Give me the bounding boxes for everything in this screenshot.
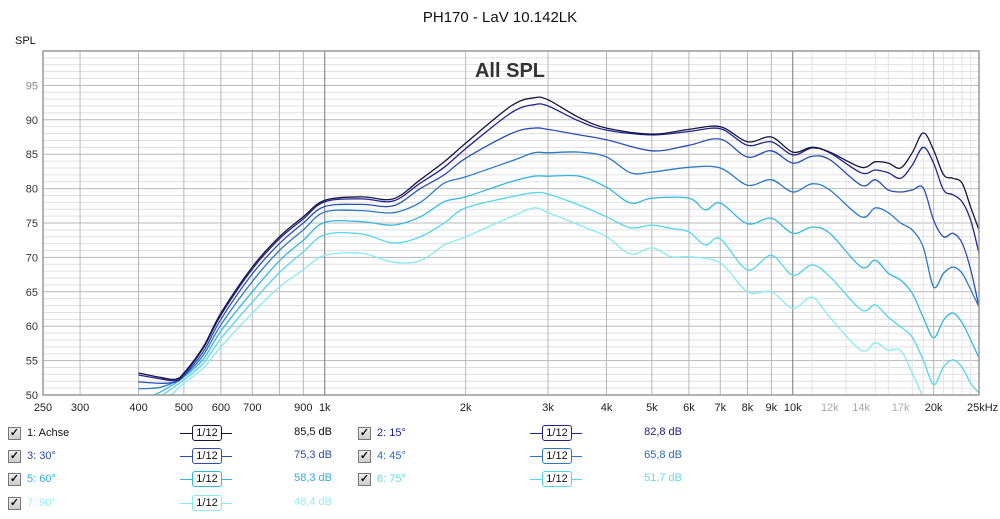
x-tick-label: 17k [892,402,910,414]
x-tick-label: 600 [212,402,230,414]
x-tick-label: 7k [714,402,726,414]
smoothing-label: 1/12 [192,495,222,511]
x-tick-label: 500 [175,402,193,414]
x-tick-label: 14k [852,402,870,414]
x-tick-label: 3k [542,402,554,414]
legend-checkbox[interactable]: ✓ [8,450,21,463]
legend-value: 82,8 dB [644,426,682,438]
x-tick-label: 12k [821,402,839,414]
y-tick-label: 85 [26,149,38,161]
y-tick-label: 55 [26,356,38,368]
x-tick-label: 250 [34,402,52,414]
smoothing-button[interactable]: 1/12 [530,425,582,441]
x-tick-label: 4k [601,402,613,414]
legend-checkbox[interactable]: ✓ [8,473,21,486]
y-axis-label: SPL [15,35,36,47]
legend-value: 48,4 dB [294,496,332,508]
y-tick-label: 60 [26,321,38,333]
curve-6-line [162,191,979,395]
curve-2-line [138,103,979,382]
curve-3-line [138,127,979,384]
legend-label: 2: 15° [377,427,406,439]
smoothing-label: 1/12 [542,425,572,441]
legend-label: 1: Achse [27,427,70,439]
y-tick-label: 65 [26,287,38,299]
smoothing-label: 1/12 [192,448,222,464]
y-tick-label: 70 [26,252,38,264]
legend-value: 75,3 dB [294,449,332,461]
legend-checkbox[interactable]: ✓ [358,473,371,486]
smoothing-label: 1/12 [542,448,572,464]
x-tick-label: 900 [294,402,312,414]
legend-label: 7: 90° [27,497,56,509]
smoothing-label: 1/12 [192,471,222,487]
legend-checkbox[interactable]: ✓ [358,427,371,440]
curve-5-line [152,174,979,395]
legend-checkbox[interactable]: ✓ [358,450,371,463]
legend-label: 4: 45° [377,450,406,462]
smoothing-button[interactable]: 1/12 [180,448,232,464]
smoothing-button[interactable]: 1/12 [530,448,582,464]
legend-label: 3: 30° [27,450,56,462]
x-tick-label: 6k [683,402,695,414]
legend-label: 5: 60° [27,473,56,485]
plot-border [42,50,980,396]
curve-1-line [138,96,979,381]
x-tick-label: 20k [925,402,943,414]
x-tick-label: 400 [129,402,147,414]
y-tick-label: 80 [26,184,38,196]
y-tick-label: 90 [26,115,38,127]
smoothing-button[interactable]: 1/12 [530,471,582,487]
chart-annotation: All SPL [475,60,545,82]
curve-7-line [170,207,923,395]
y-tick-label: 95 [26,80,38,92]
smoothing-label: 1/12 [192,425,222,441]
curve-4-line [138,151,979,390]
legend-value: 58,3 dB [294,472,332,484]
x-tick-label: 1k [319,402,331,414]
x-tick-label: 2k [460,402,472,414]
x-tick-label: 10k [784,402,802,414]
smoothing-button[interactable]: 1/12 [180,495,232,511]
x-tick-label: 9k [766,402,778,414]
smoothing-button[interactable]: 1/12 [180,425,232,441]
x-tick-label: 8k [742,402,754,414]
x-tick-label: 5k [646,402,658,414]
legend-checkbox[interactable]: ✓ [8,427,21,440]
legend-value: 85,5 dB [294,426,332,438]
x-tick-label: 300 [71,402,89,414]
legend-value: 51,7 dB [644,472,682,484]
legend-label: 6: 75° [377,473,406,485]
legend-checkbox[interactable]: ✓ [8,497,21,510]
x-tick-label: 25kHz [967,402,998,414]
x-tick-label: 700 [243,402,261,414]
smoothing-button[interactable]: 1/12 [180,471,232,487]
legend-value: 65,8 dB [644,449,682,461]
y-tick-label: 75 [26,218,38,230]
y-tick-label: 50 [26,390,38,402]
smoothing-label: 1/12 [542,471,572,487]
chart-title: PH170 - LaV 10.142LK [422,9,578,26]
